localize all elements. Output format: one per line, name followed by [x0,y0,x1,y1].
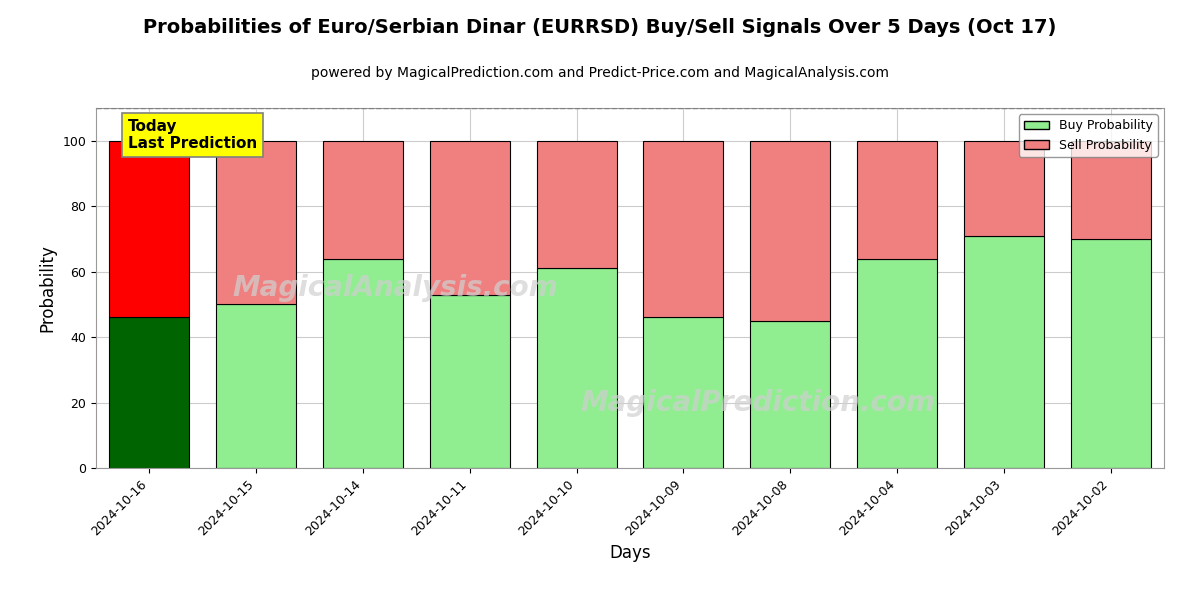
Bar [430,295,510,468]
Bar [323,141,403,259]
Bar [643,317,724,468]
Bar [536,268,617,468]
Text: powered by MagicalPrediction.com and Predict-Price.com and MagicalAnalysis.com: powered by MagicalPrediction.com and Pre… [311,66,889,80]
Bar [109,141,190,317]
Bar [643,141,724,317]
Bar [536,141,617,268]
Bar [964,141,1044,236]
Text: MagicalPrediction.com: MagicalPrediction.com [581,389,936,417]
Bar [964,236,1044,468]
Text: Today
Last Prediction: Today Last Prediction [128,119,257,151]
Bar [857,141,937,259]
Bar [1070,141,1151,239]
X-axis label: Days: Days [610,544,650,562]
Bar [323,259,403,468]
Bar [1070,239,1151,468]
Bar [109,317,190,468]
Bar [430,141,510,295]
Bar [857,259,937,468]
Text: Probabilities of Euro/Serbian Dinar (EURRSD) Buy/Sell Signals Over 5 Days (Oct 1: Probabilities of Euro/Serbian Dinar (EUR… [143,18,1057,37]
Bar [750,321,830,468]
Bar [750,141,830,321]
Legend: Buy Probability, Sell Probability: Buy Probability, Sell Probability [1019,114,1158,157]
Bar [216,304,296,468]
Y-axis label: Probability: Probability [38,244,56,332]
Bar [216,141,296,304]
Text: MagicalAnalysis.com: MagicalAnalysis.com [233,274,558,302]
